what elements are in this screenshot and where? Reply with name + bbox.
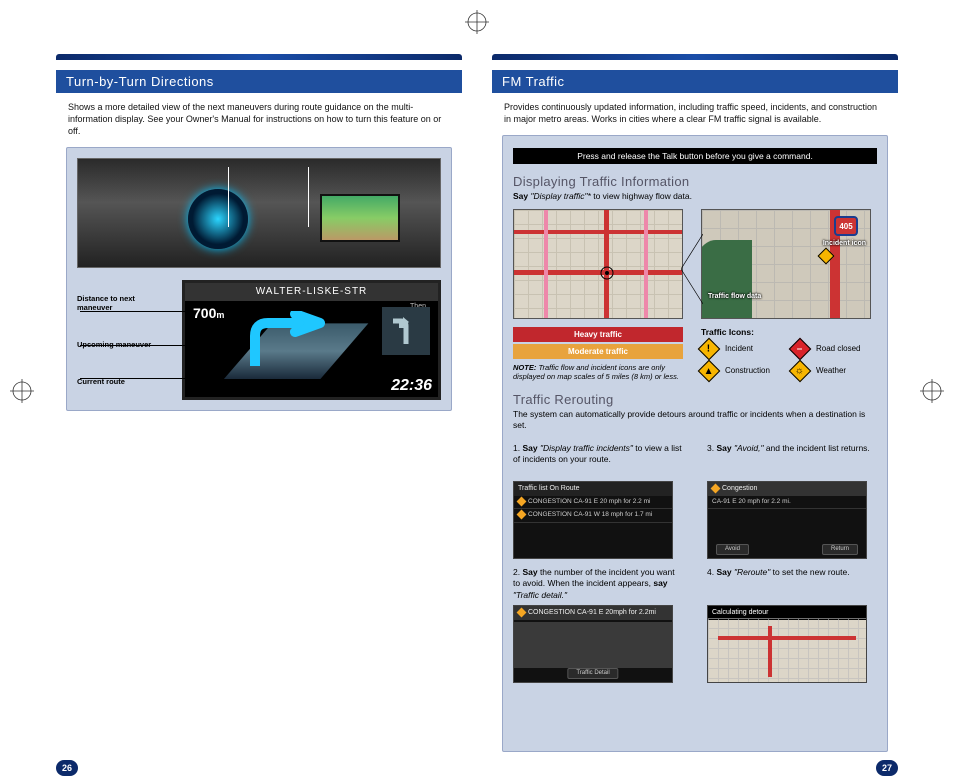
nav-display: WALTER-LISKE-STR 700m Then 22:36 xyxy=(182,280,441,400)
nav-distance: 700m xyxy=(193,305,224,321)
screen-traffic-detail: CONGESTION CA-91 E 20mph for 2.2mi Traff… xyxy=(513,605,673,683)
talk-instruction: Press and release the Talk button before… xyxy=(513,148,877,164)
callout-route: Current route xyxy=(77,374,172,389)
tag-moderate-traffic: Moderate traffic xyxy=(513,344,683,359)
intro-right: Provides continuously updated informatio… xyxy=(492,93,898,135)
nav-street: WALTER-LISKE-STR xyxy=(185,283,438,301)
step-3: 3. Say "Avoid," and the incident list re… xyxy=(707,443,877,559)
topbar-left xyxy=(56,54,462,60)
legend-row: Heavy traffic Moderate traffic NOTE: Tra… xyxy=(513,327,877,382)
traffic-map-zoom: 405 Incident icon Traffic flow data xyxy=(701,209,871,319)
rerouting-intro: The system can automatically provide det… xyxy=(513,409,877,432)
header-displaying: Displaying Traffic Information xyxy=(513,174,877,189)
legend-right: Traffic Icons: ! Incident – Road closed … xyxy=(701,327,877,382)
label-flow-data: Traffic flow data xyxy=(708,293,761,300)
nav-row: Distance to next maneuver Upcoming maneu… xyxy=(77,280,441,400)
road-closed-icon: – xyxy=(789,337,812,360)
incident-icon: ! xyxy=(698,337,721,360)
legend-left: Heavy traffic Moderate traffic NOTE: Tra… xyxy=(513,327,683,382)
next-turn-icon xyxy=(382,307,430,355)
page-left: Turn-by-Turn Directions Shows a more det… xyxy=(56,54,462,752)
page-right: FM Traffic Provides continuously updated… xyxy=(492,54,898,752)
weather-icon: ☼ xyxy=(789,359,812,382)
steps-grid: 1. Say "Display traffic incidents" to vi… xyxy=(513,443,877,683)
page-spread: Turn-by-Turn Directions Shows a more det… xyxy=(56,54,898,752)
label-road-closed: Road closed xyxy=(816,344,877,353)
header-fm-traffic: FM Traffic xyxy=(492,70,898,93)
map-row: 405 Incident icon Traffic flow data xyxy=(513,209,877,319)
intro-left: Shows a more detailed view of the next m… xyxy=(56,93,462,147)
cropmark-left xyxy=(10,379,34,403)
panel-right: Press and release the Talk button before… xyxy=(502,135,888,752)
cropmark-top xyxy=(465,10,489,34)
step-4: 4. Say "Reroute" to set the new route. C… xyxy=(707,567,877,683)
construction-icon: ▲ xyxy=(698,359,721,382)
screen-avoid: Congestion CA-91 E 20 mph for 2.2 mi. Av… xyxy=(707,481,867,559)
icons-title: Traffic Icons: xyxy=(701,327,877,337)
page-number-left: 26 xyxy=(56,760,78,776)
highway-shield: 405 xyxy=(834,216,858,236)
step-1: 1. Say "Display traffic incidents" to vi… xyxy=(513,443,683,559)
panel-left: Distance to next maneuver Upcoming maneu… xyxy=(66,147,452,411)
tag-heavy-traffic: Heavy traffic xyxy=(513,327,683,342)
topbar-right xyxy=(492,54,898,60)
upcoming-arrow-icon xyxy=(235,311,325,371)
callout-labels: Distance to next maneuver Upcoming maneu… xyxy=(77,280,172,400)
label-construction: Construction xyxy=(725,366,786,375)
label-weather: Weather xyxy=(816,366,877,375)
label-incident-icon: Incident icon xyxy=(823,240,866,247)
header-turn-by-turn: Turn-by-Turn Directions xyxy=(56,70,462,93)
dashboard-photo xyxy=(77,158,441,268)
return-button: Return xyxy=(822,544,858,556)
screen-traffic-list: Traffic list On Route CONGESTION CA-91 E… xyxy=(513,481,673,559)
screen-reroute-map: Calculating detour xyxy=(707,605,867,683)
page-number-right: 27 xyxy=(876,760,898,776)
header-rerouting: Traffic Rerouting xyxy=(513,392,877,407)
nav-time: 22:36 xyxy=(391,377,432,395)
cropmark-right xyxy=(920,379,944,403)
traffic-note: NOTE: Traffic flow and incident icons ar… xyxy=(513,363,683,382)
avoid-button: Avoid xyxy=(716,544,749,556)
traffic-map-overview xyxy=(513,209,683,319)
displaying-say: Say "Display traffic"* to view highway f… xyxy=(513,191,877,202)
label-incident: Incident xyxy=(725,344,786,353)
step-2: 2. Say the number of the incident you wa… xyxy=(513,567,683,683)
